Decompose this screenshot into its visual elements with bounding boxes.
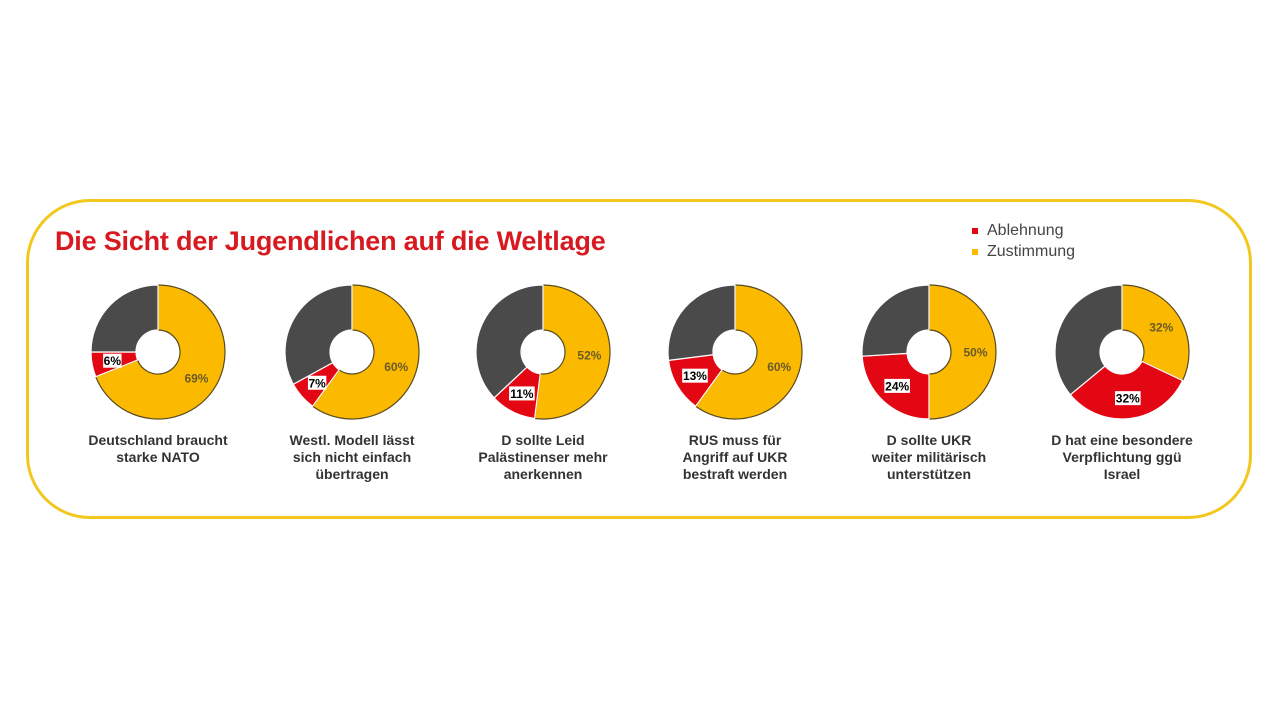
legend-swatch-zustimmung <box>972 248 978 255</box>
label-zustimmung-2: 52% <box>577 348 601 362</box>
slice-zustimmung-2 <box>533 284 611 420</box>
legend-swatch-ablehnung <box>972 227 978 234</box>
caption-1: Westl. Modell lässt sich nicht einfach übe… <box>267 432 437 483</box>
label-zustimmung-0: 69% <box>184 372 208 386</box>
caption-1-line-2: übertragen <box>315 466 389 482</box>
caption-4: D sollte UKR weiter militärisch unterstütz… <box>844 432 1014 483</box>
slice-rest-5 <box>1054 284 1123 396</box>
label-ablehnung-5: 32% <box>1116 392 1140 406</box>
legend-item-ablehnung: Ablehnung <box>972 220 1075 241</box>
label-ablehnung-2-box <box>509 386 535 401</box>
slice-rest-2 <box>475 284 544 399</box>
label-zustimmung-1: 60% <box>384 360 408 374</box>
label-ablehnung-4-box <box>884 378 910 393</box>
caption-1-line-1: sich nicht einfach <box>292 449 412 465</box>
label-ablehnung-0-box <box>103 353 122 368</box>
caption-2: D sollte Leid Palästinenser mehr anerkenne… <box>458 432 628 483</box>
slice-rest-1 <box>284 284 353 386</box>
caption-3: RUS muss für Angriff auf UKR bestraft werd… <box>650 432 820 483</box>
chart-frame <box>26 199 1252 519</box>
caption-4-line-0: D sollte UKR <box>886 432 972 448</box>
label-ablehnung-1: 7% <box>308 376 326 390</box>
slice-ablehnung-5 <box>1069 360 1184 420</box>
chart-title: Die Sicht der Jugendlichen auf die Weltl… <box>55 226 606 256</box>
caption-3-line-0: RUS muss für <box>688 432 782 448</box>
slice-zustimmung-0 <box>94 284 226 420</box>
label-ablehnung-2: 11% <box>510 387 534 401</box>
caption-2-line-1: Palästinenser mehr <box>478 449 608 465</box>
caption-4-line-1: weiter militärisch <box>871 449 987 465</box>
caption-5-line-1: Verpflichtung ggü <box>1062 449 1182 465</box>
caption-3-line-1: Angriff auf UKR <box>682 449 788 465</box>
label-ablehnung-4: 24% <box>885 379 909 393</box>
caption-2-line-0: D sollte Leid <box>501 432 585 448</box>
caption-0-line-1: starke NATO <box>116 449 200 465</box>
legend-item-zustimmung: Zustimmung <box>972 241 1075 262</box>
legend-label-zustimmung: Zustimmung <box>987 242 1076 260</box>
legend-label-ablehnung: Ablehnung <box>987 221 1064 239</box>
label-ablehnung-0: 6% <box>104 354 122 368</box>
label-zustimmung-3: 60% <box>767 360 791 374</box>
label-ablehnung-3-box <box>682 368 708 383</box>
label-ablehnung-5-box <box>1115 391 1141 406</box>
slice-rest-4 <box>861 284 930 357</box>
label-ablehnung-3: 13% <box>683 369 707 383</box>
caption-3-line-2: bestraft werden <box>682 466 788 482</box>
slice-rest-0 <box>90 284 159 353</box>
caption-0-line-0: Deutschland braucht <box>88 432 228 448</box>
slice-zustimmung-5 <box>1121 284 1190 382</box>
caption-5-line-2: Israel <box>1103 466 1141 482</box>
label-ablehnung-1-box <box>307 375 327 390</box>
label-zustimmung-4: 50% <box>963 346 987 360</box>
slice-zustimmung-4 <box>928 284 997 420</box>
caption-0: Deutschland braucht starke NATO <box>73 432 243 466</box>
slice-zustimmung-1 <box>311 284 420 420</box>
label-zustimmung-5: 32% <box>1149 321 1173 335</box>
caption-5-line-0: D hat eine besondere <box>1051 432 1193 448</box>
legend: Ablehnung Zustimmung <box>972 220 1075 262</box>
slice-rest-3 <box>667 284 736 362</box>
caption-5: D hat eine besondere Verpflichtung ggü Isr… <box>1037 432 1207 483</box>
caption-2-line-2: anerkennen <box>503 466 583 482</box>
caption-4-line-2: unterstützen <box>887 466 971 482</box>
slice-zustimmung-3 <box>694 284 803 420</box>
caption-1-line-0: Westl. Modell lässt <box>289 432 415 448</box>
